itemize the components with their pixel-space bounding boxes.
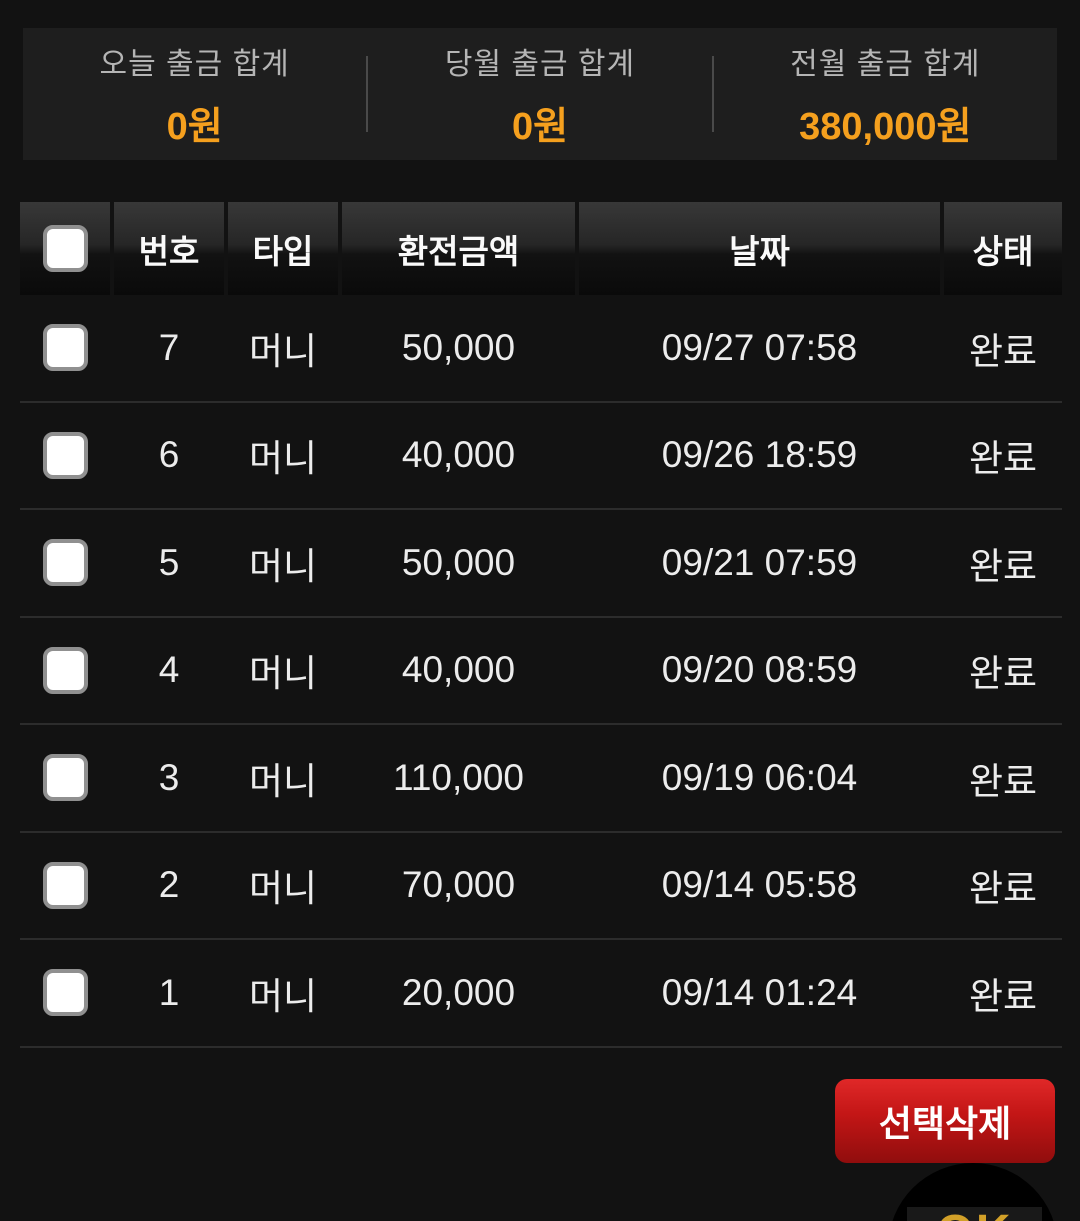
row-number: 4 <box>158 649 180 691</box>
row-date: 09/14 01:24 <box>661 971 858 1013</box>
row-type: 머니 <box>248 760 318 802</box>
row-type: 머니 <box>248 330 318 372</box>
row-checkbox-cell <box>20 403 110 509</box>
site-badge-logo: OK <box>907 1207 1042 1221</box>
row-type: 머니 <box>248 975 318 1017</box>
row-checkbox[interactable] <box>42 969 88 1017</box>
row-checkbox-cell <box>20 510 110 616</box>
summary-last-month-value: 380,000원 <box>799 105 972 148</box>
delete-selected-button[interactable]: 선택삭제 <box>835 1079 1055 1163</box>
row-date: 09/27 07:58 <box>661 326 858 368</box>
site-badge[interactable]: OK <box>888 1163 1058 1221</box>
row-checkbox[interactable] <box>42 539 88 587</box>
row-date: 09/19 06:04 <box>661 756 858 798</box>
row-checkbox-cell <box>20 940 110 1046</box>
header-number: 번호 <box>114 202 224 295</box>
row-checkbox[interactable] <box>42 324 88 372</box>
table-row: 3 머니 110,000 09/19 06:04 완료 <box>20 725 1062 833</box>
summary-this-month-value: 0원 <box>511 105 569 148</box>
table-row: 5 머니 50,000 09/21 07:59 완료 <box>20 510 1062 618</box>
row-number: 6 <box>158 434 180 476</box>
row-checkbox-cell <box>20 833 110 939</box>
row-amount: 110,000 <box>393 756 524 798</box>
header-date: 날짜 <box>579 202 940 295</box>
select-all-checkbox[interactable] <box>42 225 88 272</box>
row-checkbox-cell <box>20 618 110 724</box>
summary-this-month-label: 당월 출금 합계 <box>444 47 636 81</box>
header-checkbox-cell <box>20 202 110 295</box>
row-type: 머니 <box>248 438 318 480</box>
row-type: 머니 <box>248 653 318 695</box>
row-number: 7 <box>158 326 180 368</box>
row-checkbox-cell <box>20 725 110 831</box>
row-date: 09/26 18:59 <box>661 434 858 476</box>
row-type: 머니 <box>248 868 318 910</box>
row-date: 09/21 07:59 <box>661 541 858 583</box>
row-number: 5 <box>158 541 180 583</box>
summary-today-value: 0원 <box>166 105 223 148</box>
row-status: 완료 <box>968 868 1038 910</box>
summary-last-month: 전월 출금 합계 380,000원 <box>714 28 1057 160</box>
row-checkbox[interactable] <box>42 754 88 802</box>
row-amount: 50,000 <box>401 326 516 368</box>
row-date: 09/20 08:59 <box>661 649 858 691</box>
row-date: 09/14 05:58 <box>661 864 858 906</box>
table-row: 4 머니 40,000 09/20 08:59 완료 <box>20 618 1062 725</box>
summary-this-month: 당월 출금 합계 0원 <box>368 28 711 160</box>
table-row: 6 머니 40,000 09/26 18:59 완료 <box>20 403 1062 510</box>
summary-divider <box>711 56 714 132</box>
row-checkbox[interactable] <box>42 861 88 909</box>
table-row: 7 머니 50,000 09/27 07:58 완료 <box>20 295 1062 403</box>
row-number: 2 <box>158 864 180 906</box>
site-badge-logo-text: OK <box>937 1207 1013 1221</box>
header-type: 타입 <box>228 202 338 295</box>
summary-today: 오늘 출금 합계 0원 <box>23 28 366 160</box>
summary-divider <box>366 56 369 132</box>
row-checkbox-cell <box>20 295 110 401</box>
table-body: 7 머니 50,000 09/27 07:58 완료 6 머니 40,000 09/26 18:… <box>20 295 1062 1048</box>
row-amount: 50,000 <box>401 541 516 583</box>
row-status: 완료 <box>968 438 1038 480</box>
table-row: 2 머니 70,000 09/14 05:58 완료 <box>20 833 1062 940</box>
withdrawal-summary-bar: 오늘 출금 합계 0원 당월 출금 합계 0원 전월 출금 합계 380,000… <box>23 28 1057 160</box>
row-checkbox[interactable] <box>42 646 88 694</box>
header-status: 상태 <box>944 202 1062 295</box>
row-type: 머니 <box>248 545 318 587</box>
table-header-row: 번호 타입 환전금액 날짜 상태 <box>20 202 1062 295</box>
header-amount: 환전금액 <box>342 202 575 295</box>
row-number: 3 <box>158 756 180 798</box>
row-amount: 70,000 <box>401 864 516 906</box>
withdrawal-history-table: 번호 타입 환전금액 날짜 상태 7 머니 50,000 09/27 07:58 완료 6… <box>20 202 1062 1048</box>
row-amount: 20,000 <box>401 971 516 1013</box>
summary-last-month-label: 전월 출금 합계 <box>790 47 981 81</box>
row-status: 완료 <box>968 975 1038 1017</box>
row-checkbox[interactable] <box>42 431 88 479</box>
summary-today-label: 오늘 출금 합계 <box>99 47 290 81</box>
row-status: 완료 <box>968 545 1038 587</box>
row-status: 완료 <box>968 653 1038 695</box>
row-status: 완료 <box>968 330 1038 372</box>
row-amount: 40,000 <box>401 649 516 691</box>
table-row: 1 머니 20,000 09/14 01:24 완료 <box>20 940 1062 1048</box>
row-amount: 40,000 <box>401 434 516 476</box>
row-status: 완료 <box>968 760 1038 802</box>
row-number: 1 <box>158 971 180 1013</box>
